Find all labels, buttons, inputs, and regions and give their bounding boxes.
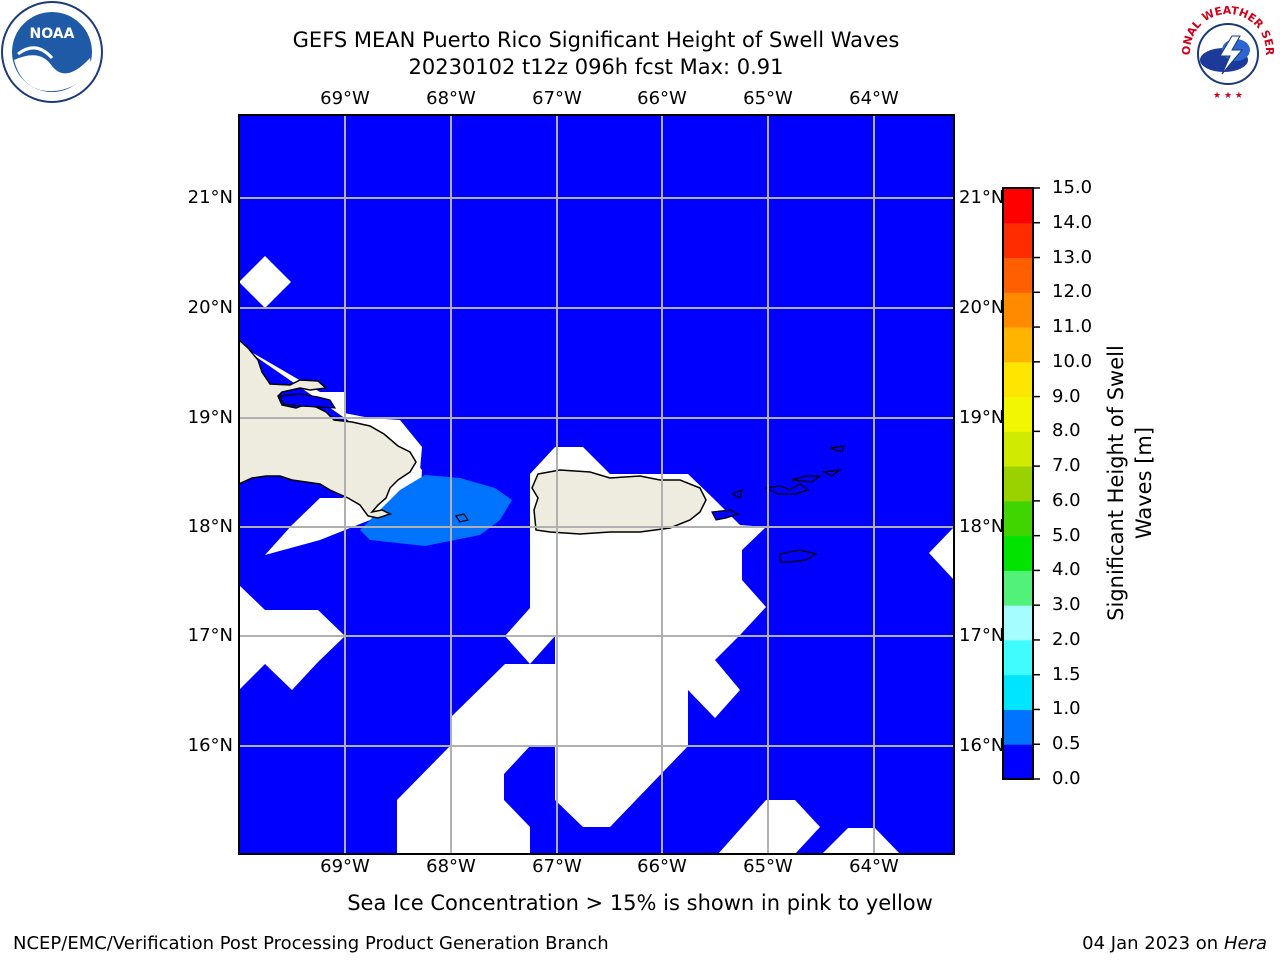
chart-subtitle: 20230102 t12z 096h fcst Max: 0.91 [408,55,784,79]
lat-label-right: 20°N [959,297,1005,318]
svg-text:★ ★ ★: ★ ★ ★ [1213,91,1243,101]
lat-label-left: 21°N [187,187,233,208]
colorbar-tick-label: 5.0 [1052,524,1081,546]
colorbar-swatch [1003,222,1033,259]
colorbar-tick-label: 6.0 [1052,489,1081,511]
lon-label-top: 65°W [743,88,793,109]
footer-host: Hera [1223,933,1267,954]
hispaniola-land [239,338,417,519]
lat-label-right: 16°N [959,735,1005,756]
lon-label-bottom: 65°W [743,856,793,877]
chart-title: GEFS MEAN Puerto Rico Significant Height… [292,28,900,52]
colorbar-title-line: Waves [m] [1132,426,1156,540]
colorbar-swatch [1003,535,1033,571]
lon-label-bottom: 68°W [426,856,476,877]
lon-label-top: 69°W [320,88,370,109]
colorbar-tick-label: 13.0 [1052,246,1093,268]
puerto-rico-land [531,469,707,535]
colorbar-swatch [1003,327,1033,363]
colorbar-swatch [1003,292,1033,328]
lat-label-left: 17°N [187,625,233,646]
footer-date: 04 Jan 2023 on Hera [1082,933,1267,954]
lon-label-bottom: 67°W [532,856,582,877]
colorbar-tick-label: 9.0 [1052,385,1081,407]
st-croix-outline [779,549,818,563]
colorbar-swatch [1003,361,1033,398]
colorbar-tick-label: 3.0 [1052,594,1081,616]
lat-label-left: 19°N [187,407,233,428]
colorbar-swatch [1003,431,1033,467]
colorbar-swatch [1003,605,1033,641]
colorbar-tick-label: 0.5 [1052,733,1081,755]
colorbar-swatch [1003,744,1033,780]
lon-label-top: 67°W [532,88,582,109]
graticule [239,115,954,854]
colorbar-tick-label: 7.0 [1052,455,1081,477]
nws-logo: NATIONAL WEATHER SERVICE ★ ★ ★ [1176,0,1276,101]
lat-label-right: 18°N [959,516,1005,537]
lat-label-left: 16°N [187,735,233,756]
lon-label-bottom: 69°W [320,856,370,877]
sea-ice-note: Sea Ice Concentration > 15% is shown in … [347,891,933,915]
colorbar-tick-label: 4.0 [1052,559,1081,581]
colorbar-swatch [1003,674,1033,710]
map-frame [238,114,955,855]
lat-label-right: 19°N [959,407,1005,428]
lat-label-right: 21°N [959,187,1005,208]
lon-label-bottom: 66°W [637,856,687,877]
lat-label-left: 20°N [187,297,233,318]
colorbar-tick-label: 10.0 [1052,350,1093,372]
colorbar-tick-label: 1.0 [1052,698,1081,720]
colorbar-swatch [1003,570,1033,606]
colorbar-swatch [1003,639,1033,676]
noaa-logo-text: NOAA [30,26,75,42]
colorbar-title-line: Significant Height of Swell [1104,345,1128,621]
lat-label-right: 17°N [959,625,1005,646]
footer-date-text: 04 Jan 2023 on [1082,933,1224,954]
colorbar-swatch [1003,396,1033,432]
colorbar-tick-label: 11.0 [1052,316,1093,338]
colorbar-tick-label: 12.0 [1052,281,1093,303]
lon-label-top: 66°W [637,88,687,109]
lon-label-bottom: 64°W [849,856,899,877]
colorbar-swatch [1003,257,1033,293]
colorbar-swatch [1003,709,1033,745]
lat-label-left: 18°N [187,516,233,537]
colorbar-tick-label: 1.5 [1052,663,1081,685]
footer-producer: NCEP/EMC/Verification Post Processing Pr… [13,933,609,954]
colorbar [1003,188,1033,780]
lon-label-top: 68°W [426,88,476,109]
colorbar-swatch [1003,500,1033,537]
swell-0.5-1.0-area [360,475,512,546]
noaa-logo: NOAA [1,1,103,103]
colorbar-tick-label: 0.0 [1052,768,1081,789]
colorbar-swatch [1003,466,1033,502]
colorbar-tick-label: 8.0 [1052,420,1081,442]
lon-label-top: 64°W [849,88,899,109]
colorbar-tick-label: 2.0 [1052,628,1081,650]
colorbar-tick-label: 14.0 [1052,211,1093,233]
colorbar-swatch [1003,188,1033,224]
colorbar-tick-label: 15.0 [1052,177,1093,198]
